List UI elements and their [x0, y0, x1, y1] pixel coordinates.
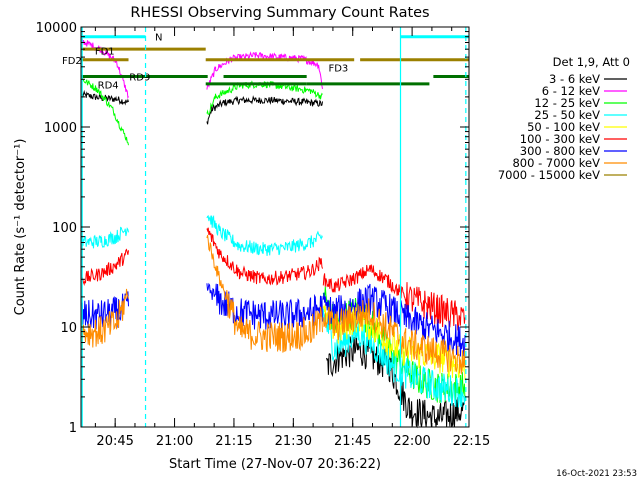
- series-line-100-300-kev-2: [322, 264, 466, 331]
- series-line-800-7000-kev-2: [322, 298, 466, 375]
- x-tick-label-5: 22:00: [393, 434, 430, 449]
- timestamp-label: 16-Oct-2021 23:53: [556, 469, 637, 479]
- series-line-12-25-kev-1: [206, 80, 323, 115]
- x-tick-label-3: 21:30: [275, 434, 312, 449]
- legend-label-12-25-kev: 12 - 25 keV: [534, 96, 600, 110]
- x-tick-label-1: 21:00: [156, 434, 193, 449]
- flag-bars-layer: FD1 FD2 RD9 RD4 N FD3: [62, 33, 469, 92]
- x-tick-label-6: 22:15: [453, 434, 490, 449]
- series-line-800-7000-kev-0: [81, 288, 129, 348]
- y-axis-label: Count Rate (s⁻¹ detector⁻¹): [13, 139, 28, 316]
- flag-label-fd1: FD1: [95, 47, 115, 58]
- legend-label-6-12-kev: 6 - 12 keV: [542, 84, 600, 98]
- series-line-25-50-kev-0: [81, 226, 129, 249]
- legend-label-300-800-kev: 300 - 800 keV: [520, 144, 600, 158]
- y-tick-label-2: 100: [52, 221, 77, 236]
- series-line-25-50-kev-1: [206, 215, 323, 256]
- x-axis-label: Start Time (27-Nov-07 20:36:22): [169, 457, 381, 472]
- flag-label-rd9: RD9: [129, 72, 150, 83]
- flag-label-n: N: [155, 33, 162, 44]
- flag-label-fd2: FD2: [62, 56, 82, 67]
- chart-title: RHESSI Observing Summary Count Rates: [130, 5, 429, 21]
- x-tick-label-4: 21:45: [334, 434, 371, 449]
- flag-label-rd4: RD4: [98, 81, 119, 92]
- y-tick-label-1: 10: [60, 321, 77, 336]
- series-line-100-300-kev-0: [81, 248, 129, 286]
- legend-label-50-100-kev: 50 - 100 keV: [527, 120, 600, 134]
- x-tick-label-2: 21:15: [215, 434, 252, 449]
- series-line-300-800-kev-2: [322, 283, 466, 358]
- series-line-3-6-kev-0: [81, 89, 129, 106]
- flag-label-fd3: FD3: [328, 63, 348, 74]
- legend-title: Det 1,9, Att 0: [553, 55, 630, 69]
- series-line-100-300-kev-1: [206, 227, 323, 286]
- y-tick-label-4: 10000: [36, 21, 77, 36]
- y-tick-label-0: 1: [69, 421, 77, 436]
- legend-label-7000-15000-kev: 7000 - 15000 keV: [498, 168, 600, 182]
- y-tick-label-3: 1000: [44, 121, 77, 136]
- legend-label-3-6-kev: 3 - 6 keV: [549, 72, 600, 86]
- series-line-25-50-kev-2: [322, 308, 466, 408]
- series-line-300-800-kev-0: [81, 291, 129, 330]
- legend-label-25-50-kev: 25 - 50 keV: [534, 108, 600, 122]
- legend-label-100-300-kev: 100 - 300 keV: [520, 132, 600, 146]
- series-line-3-6-kev-1: [206, 95, 323, 125]
- legend-label-800-7000-kev: 800 - 7000 keV: [512, 156, 600, 170]
- series-line-800-7000-kev-1: [206, 234, 323, 353]
- x-tick-label-0: 20:45: [96, 434, 133, 449]
- series-line-12-25-kev-0: [81, 78, 129, 146]
- series-layer: [81, 39, 466, 429]
- series-line-3-6-kev-2: [326, 334, 466, 429]
- ticks-layer: 20:45 21:00 21:15 21:30 21:45 22:00 22:15 1 10 10…: [36, 21, 491, 449]
